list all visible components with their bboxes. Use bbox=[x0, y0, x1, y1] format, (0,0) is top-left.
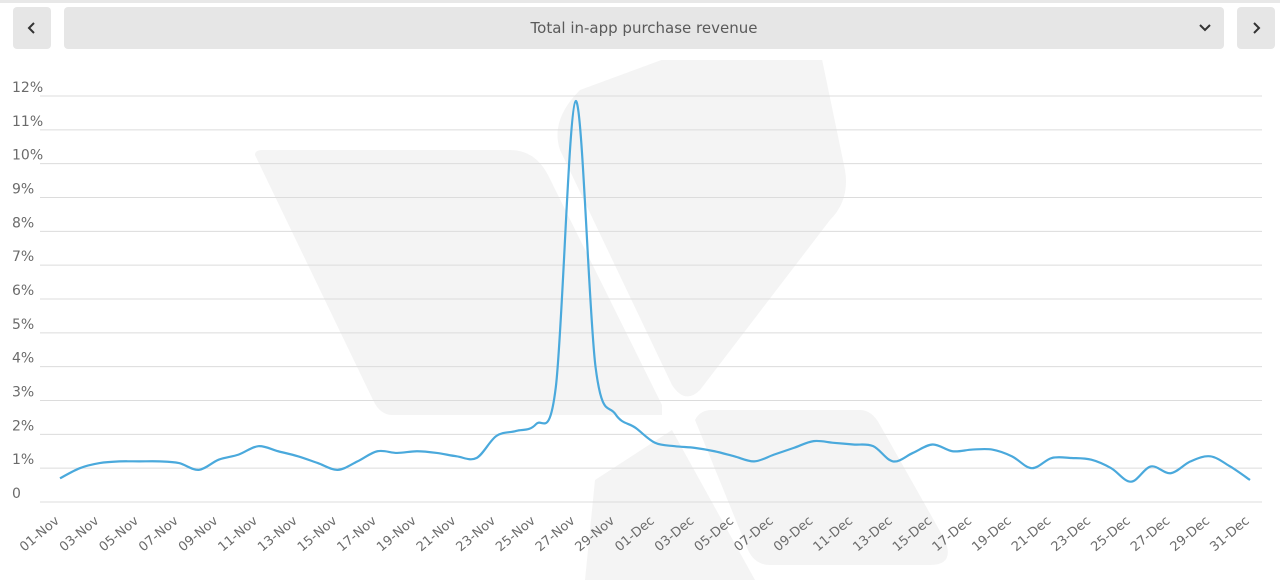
x-tick-label: 25-Nov bbox=[493, 513, 539, 555]
x-tick-label: 17-Nov bbox=[335, 513, 381, 555]
y-tick-label: 10% bbox=[12, 148, 43, 164]
y-tick-label: 1% bbox=[12, 452, 34, 468]
x-tick-label: 27-Nov bbox=[533, 513, 579, 555]
x-tick-label: 15-Nov bbox=[295, 513, 341, 555]
watermark-logo bbox=[255, 60, 948, 580]
y-tick-label: 11% bbox=[12, 114, 43, 130]
previous-metric-button[interactable] bbox=[13, 7, 51, 49]
x-tick-label: 21-Dec bbox=[1009, 514, 1054, 555]
x-tick-label: 19-Dec bbox=[969, 514, 1014, 555]
y-tick-label: 8% bbox=[12, 215, 34, 231]
x-tick-label: 27-Dec bbox=[1128, 514, 1173, 555]
x-tick-label: 01-Nov bbox=[17, 513, 63, 555]
y-axis: 0 1% 2% 3% 4% 5% 6% 7% 8% 9% 10% 11% 12% bbox=[12, 80, 43, 502]
x-tick-label: 21-Nov bbox=[414, 513, 460, 555]
x-tick-label: 23-Nov bbox=[454, 513, 500, 555]
y-tick-label: 4% bbox=[12, 351, 34, 367]
chevron-right-icon bbox=[1253, 22, 1261, 34]
grid-lines bbox=[40, 95, 1262, 503]
x-tick-label: 05-Nov bbox=[97, 513, 143, 555]
x-tick-label: 09-Nov bbox=[176, 513, 222, 555]
y-tick-label: 7% bbox=[12, 249, 34, 265]
revenue-line bbox=[59, 99, 1251, 483]
x-tick-label: 23-Dec bbox=[1049, 514, 1094, 555]
x-tick-label: 13-Nov bbox=[255, 513, 301, 555]
y-tick-label: 5% bbox=[12, 317, 34, 333]
x-tick-label: 03-Nov bbox=[57, 513, 103, 555]
x-tick-label: 31-Dec bbox=[1207, 514, 1252, 555]
y-tick-label: 9% bbox=[12, 182, 34, 198]
metric-dropdown-label: Total in-app purchase revenue bbox=[530, 19, 758, 37]
x-tick-label: 07-Nov bbox=[136, 513, 182, 555]
x-tick-label: 29-Dec bbox=[1168, 514, 1213, 555]
x-tick-label: 19-Nov bbox=[374, 513, 420, 555]
y-tick-label: 6% bbox=[12, 283, 34, 299]
chevron-down-icon bbox=[1199, 24, 1211, 32]
x-tick-label: 11-Nov bbox=[216, 513, 262, 555]
line-chart: 0 1% 2% 3% 4% 5% 6% 7% 8% 9% 10% 11% 12% 01-Nov03-No… bbox=[12, 60, 1262, 580]
y-tick-label: 0 bbox=[12, 486, 21, 502]
y-tick-label: 12% bbox=[12, 80, 43, 96]
y-tick-label: 3% bbox=[12, 385, 34, 401]
next-metric-button[interactable] bbox=[1237, 7, 1275, 49]
y-tick-label: 2% bbox=[12, 418, 34, 434]
chevron-left-icon bbox=[27, 22, 35, 34]
x-tick-label: 25-Dec bbox=[1088, 514, 1133, 555]
top-border bbox=[0, 0, 1280, 3]
metric-dropdown[interactable]: Total in-app purchase revenue bbox=[64, 7, 1224, 49]
